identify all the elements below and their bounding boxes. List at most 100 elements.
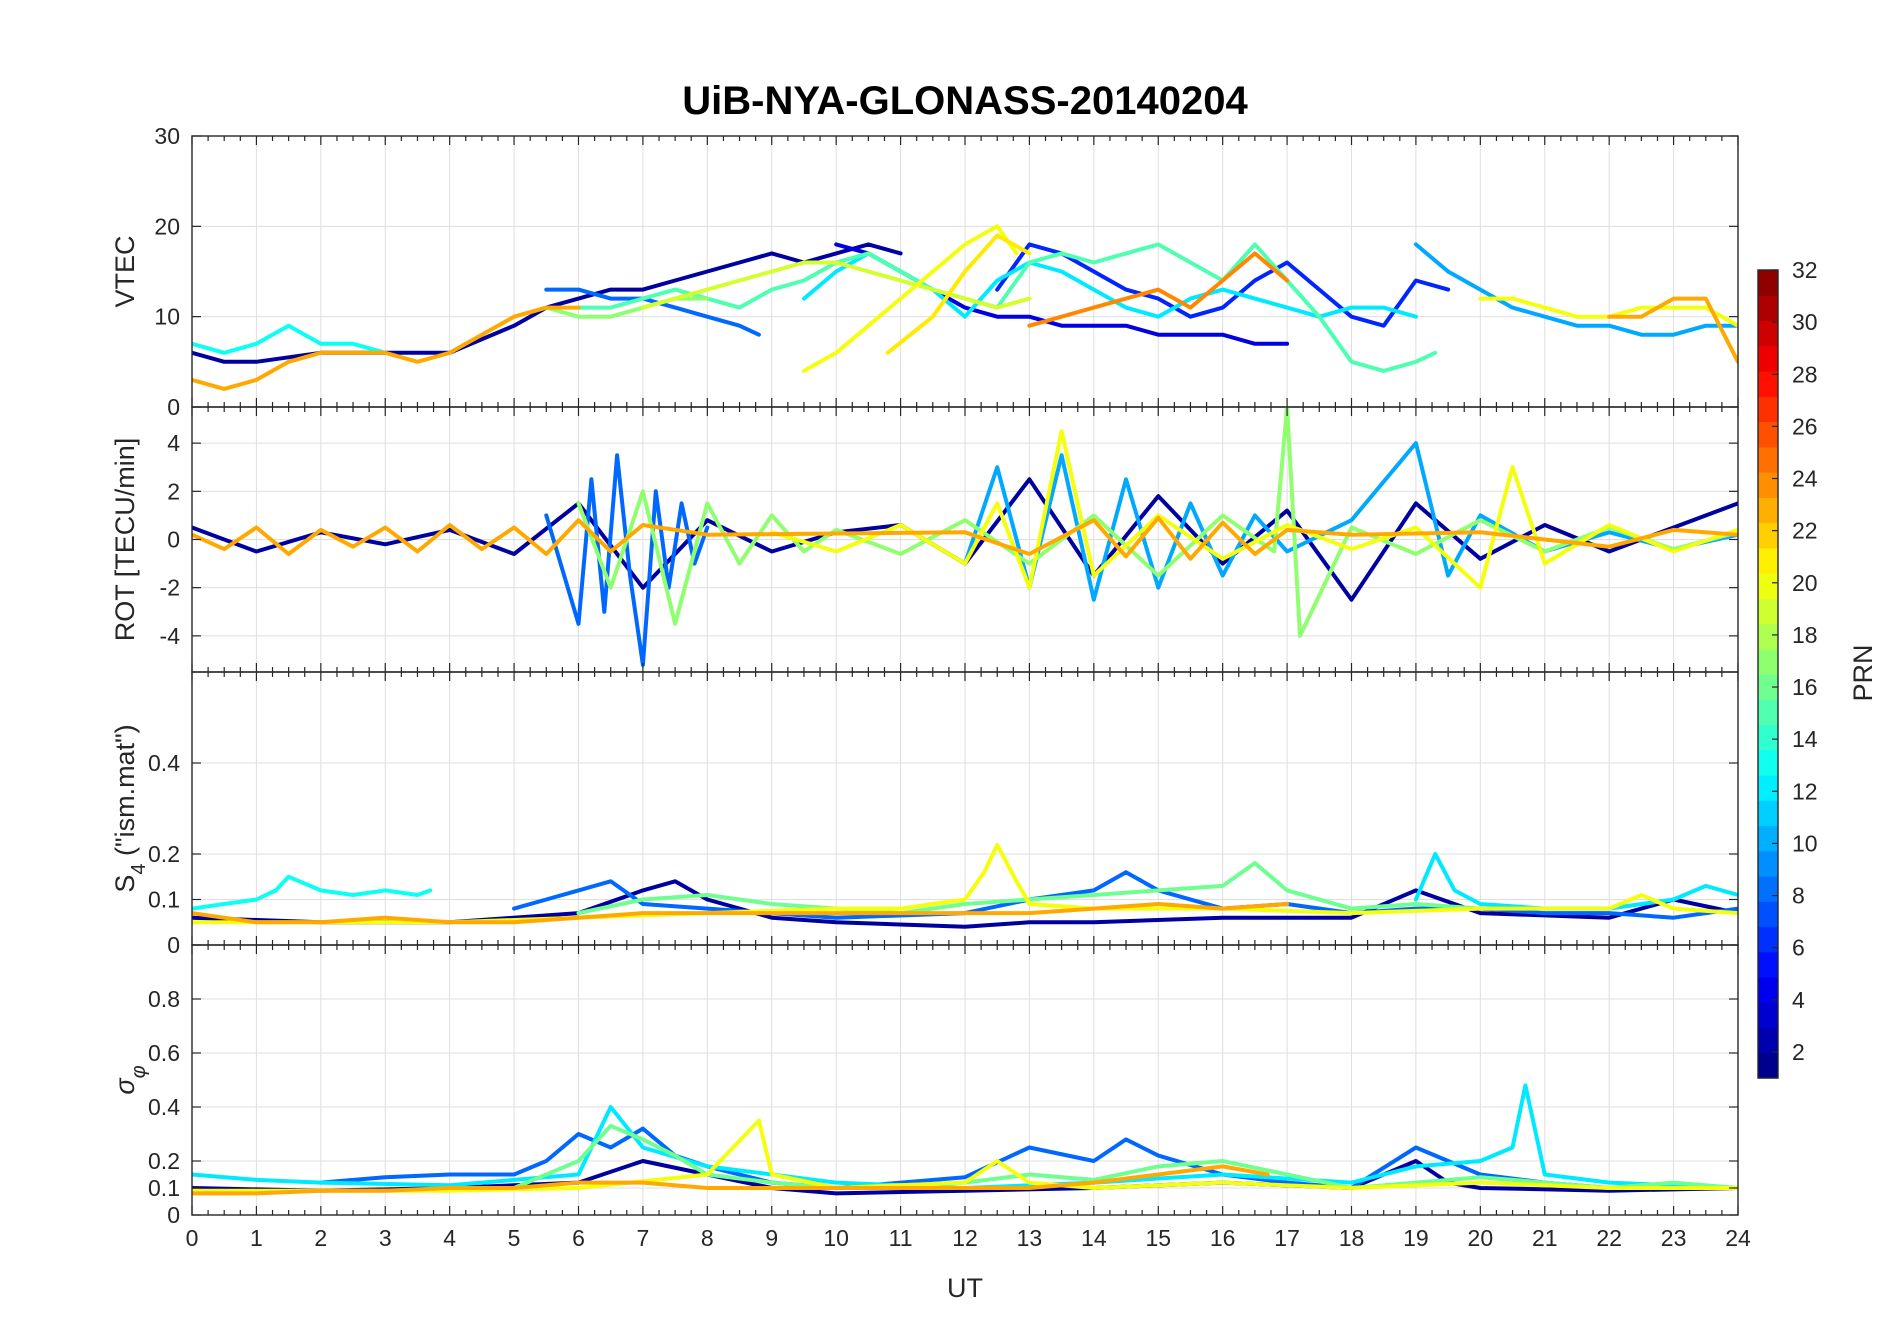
colorbar-tick-label: 8 <box>1792 883 1805 909</box>
rot-series-prn-23 <box>192 515 1738 561</box>
colorbar-segment <box>1758 472 1778 498</box>
s4-y-tick-label: 0 <box>167 932 180 958</box>
colorbar-segment <box>1758 977 1778 1003</box>
vtec-series-prn-2 <box>192 242 903 364</box>
colorbar-segment <box>1758 674 1778 700</box>
x-tick-label: 21 <box>1532 1225 1558 1251</box>
colorbar-segment <box>1758 573 1778 599</box>
sigma-y-tick-label: 0.1 <box>148 1175 180 1201</box>
colorbar-segment <box>1758 648 1778 675</box>
colorbar-segment <box>1758 1002 1778 1029</box>
x-tick-label: 11 <box>889 1225 913 1251</box>
x-tick-label: 1 <box>250 1225 263 1251</box>
colorbar-segment <box>1758 926 1778 953</box>
x-axis: 0 1 2 3 4 5 6 7 8 9 10 11 12 13 14 15 16 17 18 19 20 21 22 23 24 <box>186 1225 1751 1251</box>
colorbar-segment <box>1758 749 1778 776</box>
s4-series-prn-16 <box>576 861 1483 916</box>
colorbar-segment <box>1758 724 1778 751</box>
vtec-series-prn-6 <box>995 242 1451 328</box>
x-axis-label: UT <box>947 1273 983 1303</box>
vtec-y-tick-label: 30 <box>154 123 180 149</box>
x-tick-label: 8 <box>701 1225 714 1251</box>
x-tick-label: 6 <box>572 1225 585 1251</box>
x-tick-label: 18 <box>1339 1225 1365 1251</box>
vtec-y-tick-label: 0 <box>167 394 180 420</box>
colorbar-tick-label: 32 <box>1792 257 1818 283</box>
colorbar-segment <box>1758 1052 1778 1079</box>
rot-y-axis-label: ROT [TECU/min] <box>110 438 140 642</box>
s4-series-prn-8 <box>512 870 1738 920</box>
x-tick-label: 22 <box>1596 1225 1622 1251</box>
vtec-series-group <box>192 224 1738 391</box>
vtec-series-prn-13 <box>192 323 388 355</box>
colorbar-segment <box>1758 699 1778 726</box>
x-tick-label: 2 <box>314 1225 327 1251</box>
rot-y-tick-label: 2 <box>167 478 180 504</box>
x-tick-label: 24 <box>1725 1225 1751 1251</box>
colorbar-segment <box>1758 547 1778 574</box>
colorbar-tick-label: 2 <box>1792 1039 1805 1065</box>
colorbar-tick-label: 14 <box>1792 726 1818 752</box>
chart-title: UiB-NYA-GLONASS-20140204 <box>682 79 1248 123</box>
x-tick-label: 16 <box>1210 1225 1236 1251</box>
vtec-series-prn-23 <box>192 305 581 391</box>
sigma-series-group <box>192 1083 1738 1196</box>
sigma-series-prn-23 <box>192 1164 1270 1196</box>
x-tick-label: 0 <box>186 1225 199 1251</box>
vtec-series-prn-21 <box>885 233 1032 355</box>
sigma-y-axis-label: σφ <box>110 1065 150 1094</box>
rot-y-tick-label: 0 <box>167 527 180 553</box>
rot-ticks <box>191 407 1739 672</box>
colorbar-frame <box>1757 269 1779 1079</box>
x-tick-label: 9 <box>765 1225 778 1251</box>
panel-sigma: 00.10.2 0.4 0.6 0.8 σφ <box>110 944 1739 1228</box>
rot-series-prn-8 <box>544 453 710 667</box>
s4-y-tick-label: 0.4 <box>148 750 180 776</box>
x-tick-label: 7 <box>637 1225 650 1251</box>
colorbar-segment <box>1758 522 1778 549</box>
x-tick-label: 19 <box>1403 1225 1429 1251</box>
colorbar-tick-label: 16 <box>1792 674 1818 700</box>
panel-vtec: 0 10 20 30 VTEC <box>110 123 1739 420</box>
s4-series-prn-23 <box>192 902 1290 925</box>
vtec-series-prn-19 <box>640 260 1032 310</box>
x-tick-label: 23 <box>1661 1225 1687 1251</box>
colorbar-tick-label: 24 <box>1792 466 1818 492</box>
x-tick-label: 17 <box>1274 1225 1300 1251</box>
colorbar-segment <box>1758 623 1778 650</box>
colorbar-tick-label: 26 <box>1792 413 1818 439</box>
colorbar-segment <box>1758 295 1778 322</box>
colorbar-tick-label: 28 <box>1792 361 1818 387</box>
colorbar-tick-label: 10 <box>1792 830 1818 856</box>
colorbar-tick-label: 4 <box>1792 987 1805 1013</box>
colorbar-segment <box>1758 345 1778 372</box>
colorbar-segment <box>1758 320 1778 347</box>
s4-series-prn-12 <box>1413 852 1738 911</box>
colorbar-segment <box>1758 825 1778 852</box>
sigma-y-tick-label: 0.6 <box>148 1040 180 1066</box>
panel-rot: -4 -2 0 2 4 ROT [TECU/min] <box>110 406 1739 673</box>
vtec-y-tick-label: 20 <box>154 213 180 239</box>
s4-y-tick-label: 0.1 <box>148 887 180 913</box>
colorbar-segment <box>1758 270 1778 296</box>
x-tick-label: 13 <box>1017 1225 1043 1251</box>
colorbar-segment <box>1758 396 1778 423</box>
sigma-ticks <box>191 945 1739 1216</box>
vtec-y-axis-label: VTEC <box>110 235 140 307</box>
sigma-y-tick-label: 0.2 <box>148 1148 180 1174</box>
vtec-series-prn-23 <box>1607 296 1738 364</box>
rot-y-tick-label: -4 <box>160 623 181 649</box>
vtec-series-prn-20 <box>802 224 1019 373</box>
colorbar-segment <box>1758 1027 1778 1054</box>
panel-s4: 0 0.1 0.2 0.4S4 ("ism.mat") <box>110 671 1739 958</box>
colorbar-tick-label: 20 <box>1792 570 1818 596</box>
colorbar-segment <box>1758 497 1778 524</box>
sigma-series-prn-20 <box>192 1118 1738 1193</box>
x-tick-label: 10 <box>823 1225 849 1251</box>
rot-grid <box>191 407 1739 672</box>
colorbar-tick-label: 22 <box>1792 518 1818 544</box>
x-tick-label: 15 <box>1145 1225 1171 1251</box>
